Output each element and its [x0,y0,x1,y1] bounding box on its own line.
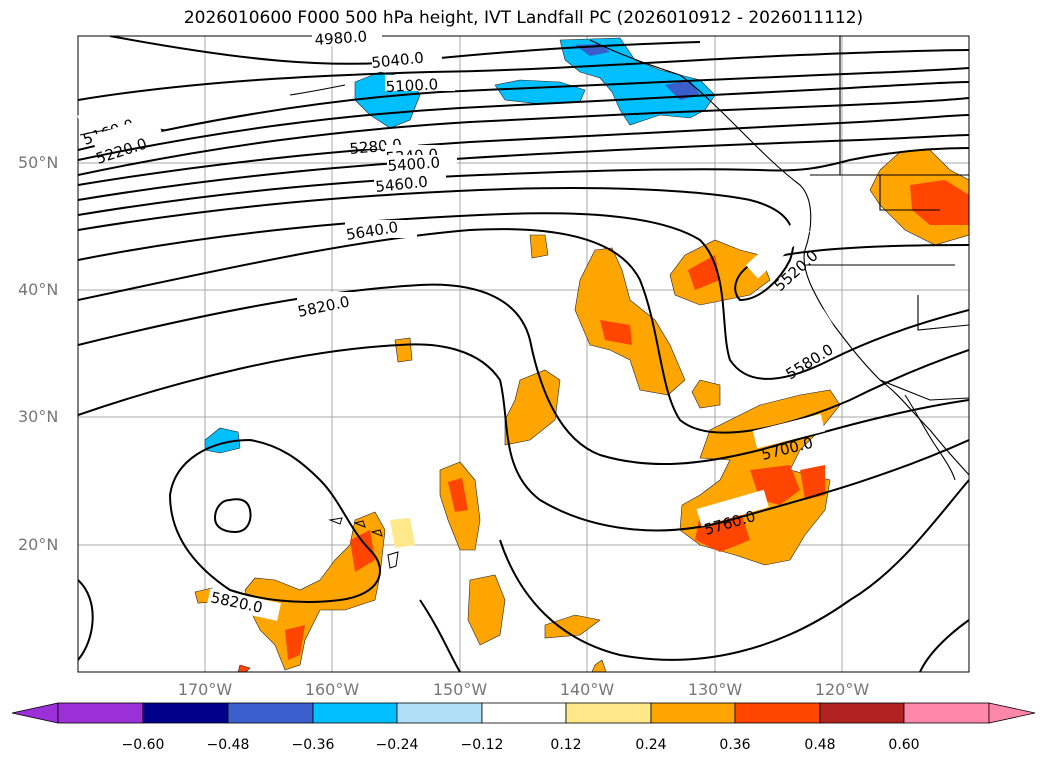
contour-label: 5040.0 [371,49,425,72]
height-contours [78,36,969,672]
map-border [77,35,970,673]
longitude-label: 170°W [177,680,233,699]
colorbar-tick-label: −0.36 [291,737,335,753]
contour-label: 5460.0 [375,173,429,196]
colorbar-tick-label: 0.48 [804,737,836,753]
positive-ivt-regions [194,149,969,672]
colorbar-tick-label: 0.24 [635,737,667,753]
latitude-label: 30°N [18,407,59,426]
colorbar-tick-label: 0.12 [550,737,582,753]
coastlines [79,36,969,481]
colorbar-tick-label: −0.12 [460,737,504,753]
longitude-label: 120°W [814,680,870,699]
colorbar-tick-label: 0.60 [888,737,920,753]
colorbar-tick-label: −0.60 [121,737,165,753]
latitude-label: 40°N [18,280,59,299]
longitude-label: 160°W [304,680,360,699]
contour-label: 5400.0 [387,153,441,175]
contour-label: 4980.0 [314,27,368,49]
contour-label: 5100.0 [385,75,438,96]
colorbar-extend-low [11,702,59,724]
colorbar-tick-label: 0.36 [719,737,751,753]
colorbar [11,702,1036,724]
longitude-label: 140°W [559,680,615,699]
hawaiian-islands [328,517,399,569]
longitude-label: 150°W [432,680,488,699]
latitude-label: 20°N [18,535,59,554]
colorbar-tick-label: −0.24 [375,737,419,753]
latitude-label: 50°N [18,153,59,172]
colorbar-extend-high [988,702,1036,724]
map-title: 2026010600 F000 500 hPa height, IVT Land… [183,8,864,28]
longitude-label: 130°W [687,680,743,699]
colorbar-tick-label: −0.48 [206,737,250,753]
